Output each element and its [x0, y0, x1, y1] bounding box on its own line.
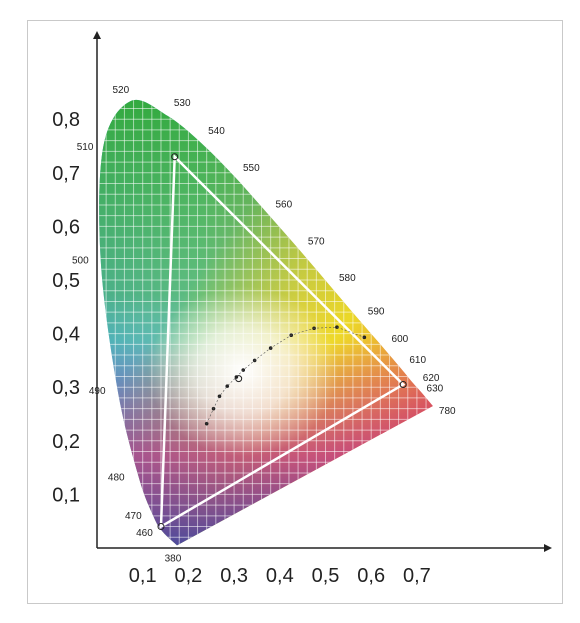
wavelength-label: 580 — [339, 273, 356, 284]
wavelength-label: 480 — [108, 473, 125, 484]
x-tick-labels: 0,1 0,2 0,3 0,4 0,5 0,6 0,7 — [129, 565, 431, 587]
x-tick-label: 0,4 — [266, 565, 294, 587]
planckian-point — [217, 394, 222, 399]
wavelength-label: 500 — [72, 256, 89, 267]
y-tick-label: 0,7 — [52, 163, 80, 185]
planckian-locus-line — [206, 326, 365, 424]
gamut-vertex — [157, 523, 165, 531]
wavelength-label: 530 — [174, 98, 191, 109]
x-tick-label: 0,7 — [403, 565, 431, 587]
y-tick-label: 0,2 — [52, 431, 80, 453]
wavelength-labels: 380 460 470 480 490 500 510 520 530 540 550 560 570 5… — [72, 85, 456, 564]
y-tick-label: 0,3 — [52, 377, 80, 399]
axes — [93, 31, 552, 552]
planckian-point — [362, 335, 367, 340]
wavelength-label: 620 — [423, 373, 440, 384]
wavelength-label: 610 — [409, 355, 426, 366]
x-tick-label: 0,2 — [174, 565, 202, 587]
overlay — [157, 153, 407, 531]
planckian-point — [335, 325, 339, 329]
wavelength-label: 630 — [427, 383, 444, 394]
wavelength-label: 490 — [89, 386, 106, 397]
wavelength-label: 600 — [392, 334, 409, 345]
wavelength-label: 550 — [243, 163, 260, 174]
y-axis-arrow — [93, 31, 101, 39]
color-fill — [99, 99, 433, 546]
x-tick-label: 0,5 — [312, 565, 340, 587]
wavelength-label: 780 — [439, 406, 456, 417]
wavelength-label: 570 — [308, 237, 325, 248]
gamut-triangle — [159, 153, 406, 529]
gamut-vertex — [171, 153, 179, 161]
x-tick-label: 0,3 — [220, 565, 248, 587]
wavelength-label: 560 — [275, 200, 292, 211]
wavelength-label: 520 — [112, 85, 129, 96]
wavelength-label: 460 — [136, 528, 153, 539]
wavelength-label: 380 — [165, 553, 182, 564]
gamut-vertex — [399, 381, 407, 389]
x-tick-label: 0,6 — [357, 565, 385, 587]
y-tick-label: 0,8 — [52, 109, 80, 131]
white-point — [235, 375, 243, 383]
y-tick-label: 0,1 — [52, 484, 80, 506]
wavelength-label: 470 — [125, 511, 142, 522]
y-tick-label: 0,6 — [52, 216, 80, 238]
wavelength-label: 590 — [368, 307, 385, 318]
wavelength-label: 540 — [208, 126, 225, 137]
y-tick-label: 0,4 — [52, 324, 80, 346]
x-tick-label: 0,1 — [129, 565, 157, 587]
y-tick-label: 0,5 — [52, 270, 80, 292]
wavelength-label: 510 — [77, 142, 94, 153]
y-tick-labels: 0,1 0,2 0,3 0,4 0,5 0,6 0,7 0,8 — [52, 109, 80, 506]
x-axis-arrow — [544, 544, 552, 552]
